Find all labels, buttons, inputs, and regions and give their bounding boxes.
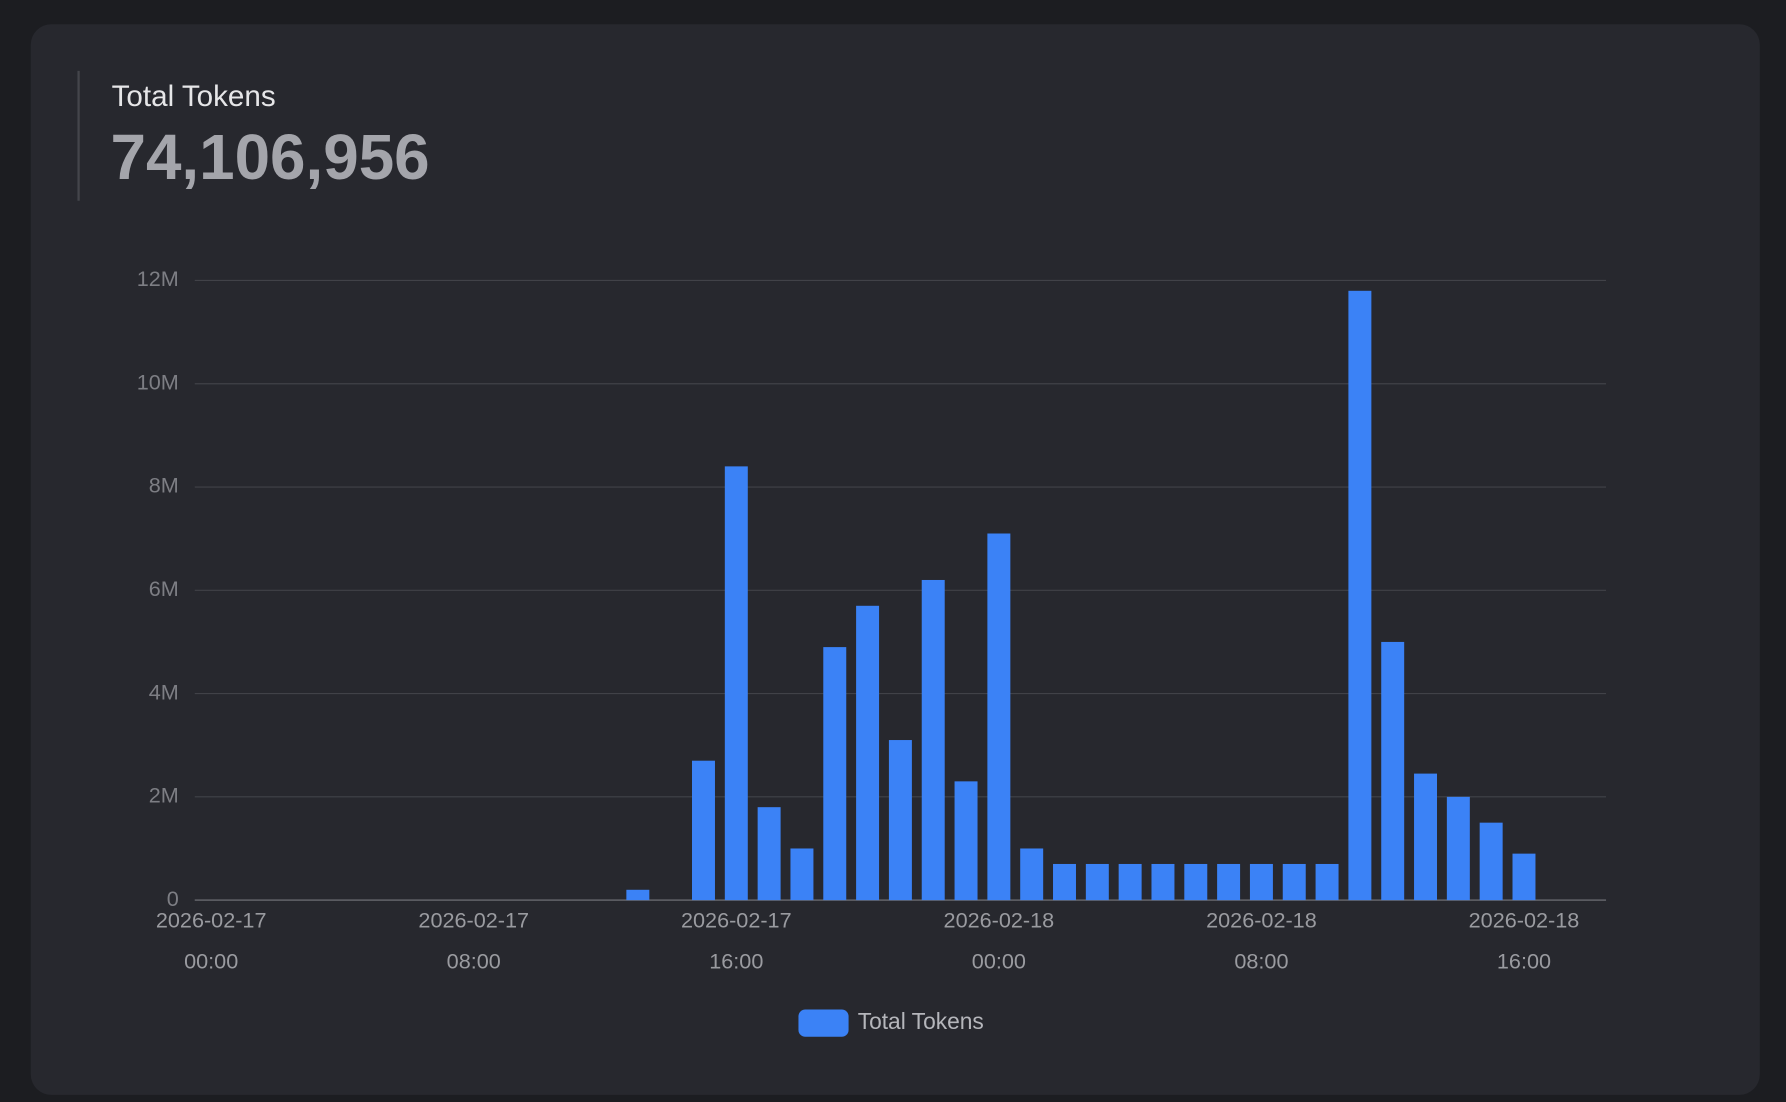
x-tick-time: 16:00 [709, 948, 763, 973]
bar [1315, 863, 1339, 901]
bar [1053, 863, 1076, 901]
bar [724, 466, 748, 901]
bar [1282, 863, 1306, 901]
bar [1249, 863, 1273, 901]
bar [1381, 641, 1405, 901]
y-tick-label: 6M [149, 576, 179, 601]
bar [1446, 796, 1470, 901]
x-tick-date: 2026-02-17 [681, 907, 792, 932]
summary-label: Total Tokens [112, 80, 276, 113]
bar [626, 889, 650, 901]
y-tick-label: 8M [149, 473, 179, 498]
bar [790, 848, 814, 901]
bar [1118, 863, 1142, 901]
y-tick-label: 4M [149, 679, 179, 704]
bar [1151, 863, 1175, 901]
y-tick-label: 0 [167, 886, 179, 911]
y-tick-label: 10M [137, 369, 179, 394]
bar [856, 605, 880, 901]
bar [954, 781, 978, 901]
bar [1184, 863, 1208, 901]
bar [888, 740, 912, 901]
legend-label: Total Tokens [858, 1008, 984, 1034]
x-tick-date: 2026-02-17 [418, 907, 529, 932]
bar [757, 807, 781, 901]
bar [691, 760, 715, 901]
x-tick-time: 16:00 [1497, 948, 1551, 973]
x-tick-time: 08:00 [1234, 948, 1288, 973]
legend-swatch [798, 1009, 849, 1037]
bar [1348, 290, 1372, 901]
x-tick-date: 2026-02-18 [1206, 907, 1317, 932]
bar [823, 647, 847, 901]
y-tick-label: 2M [149, 783, 179, 808]
x-tick-date: 2026-02-17 [156, 907, 267, 932]
x-tick-time: 08:00 [447, 948, 501, 973]
x-tick-time: 00:00 [972, 948, 1026, 973]
x-tick-date: 2026-02-18 [1469, 907, 1580, 932]
summary-value: 74,106,956 [110, 121, 429, 193]
y-tick-label: 12M [137, 266, 179, 291]
bar [1479, 822, 1503, 901]
bar [1085, 863, 1109, 901]
x-tick-date: 2026-02-18 [944, 907, 1055, 932]
bar [1020, 848, 1044, 901]
bar [921, 579, 945, 901]
bar [1217, 863, 1241, 901]
card [30, 24, 1760, 1095]
bar [1512, 853, 1536, 901]
bar [987, 533, 1011, 901]
x-tick-time: 00:00 [184, 948, 238, 973]
bar [1414, 773, 1438, 901]
